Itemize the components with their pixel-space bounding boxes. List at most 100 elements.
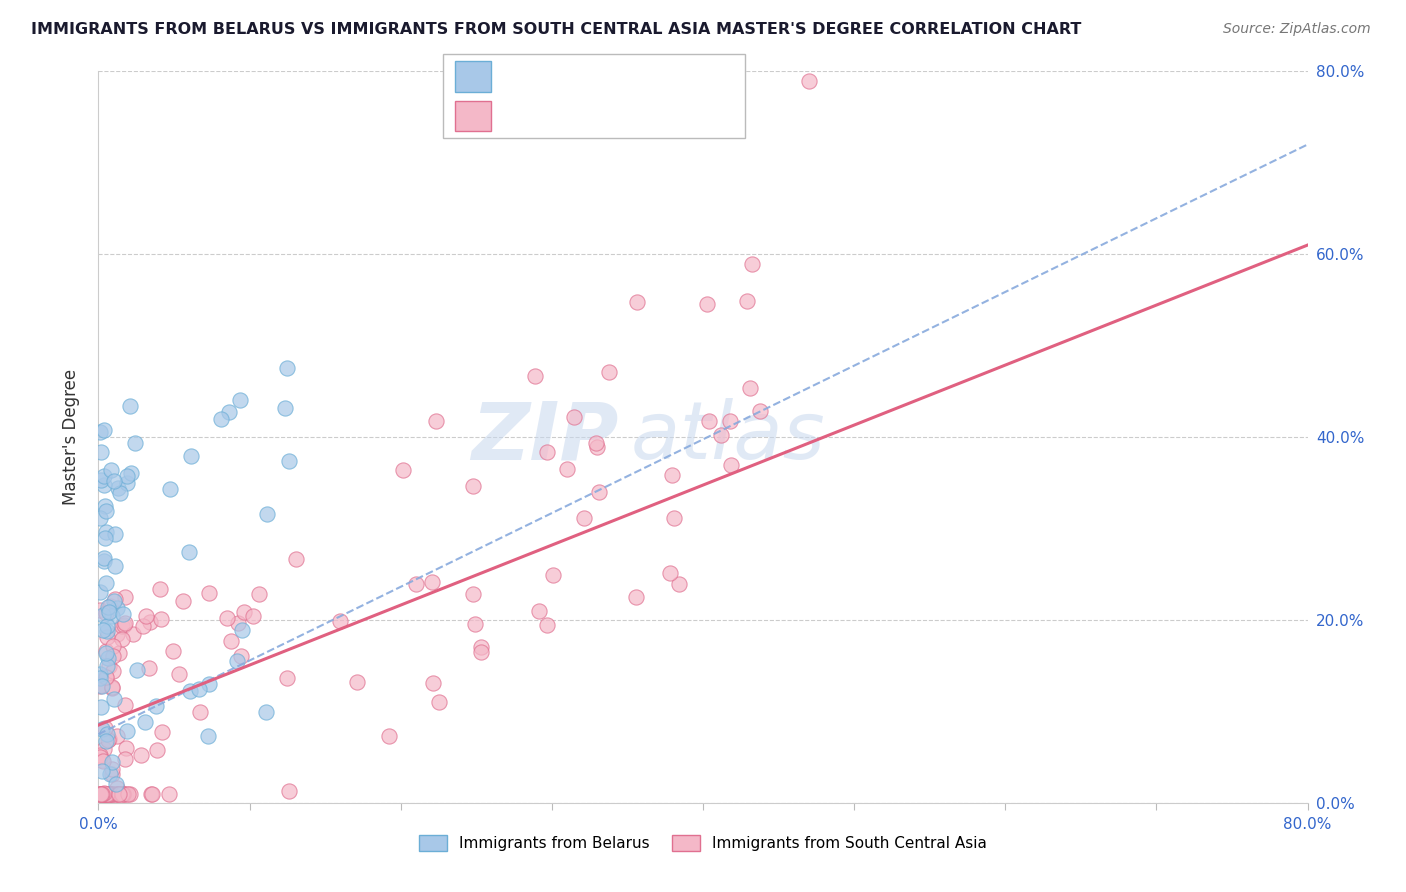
Point	[110, 485, 132, 500]
Point	[221, 634, 243, 648]
Point	[588, 485, 610, 500]
Point	[242, 608, 264, 623]
Point	[121, 627, 143, 641]
Point	[427, 695, 450, 709]
Point	[188, 682, 211, 697]
Point	[94, 787, 117, 801]
Point	[93, 721, 115, 735]
Point	[91, 722, 114, 736]
Point	[90, 679, 112, 693]
Point	[89, 787, 111, 801]
Point	[697, 414, 720, 428]
Point	[89, 787, 111, 801]
Point	[101, 755, 124, 769]
Point	[172, 594, 194, 608]
Point	[93, 787, 115, 801]
Point	[463, 587, 485, 601]
Point	[668, 577, 690, 591]
Point	[179, 684, 201, 698]
Point	[197, 677, 219, 691]
Point	[741, 257, 763, 271]
Point	[91, 787, 114, 801]
Point	[141, 787, 163, 801]
Point	[127, 663, 149, 677]
Point	[93, 469, 115, 483]
Point	[523, 369, 546, 384]
Point	[90, 699, 112, 714]
Point	[89, 750, 111, 764]
Point	[100, 787, 122, 801]
Point	[226, 654, 249, 668]
Point	[117, 787, 139, 801]
Point	[94, 787, 117, 801]
Point	[541, 568, 564, 582]
Point	[114, 615, 136, 630]
Point	[464, 617, 486, 632]
Point	[585, 440, 607, 454]
Point	[141, 787, 163, 801]
Point	[114, 698, 136, 713]
Point	[562, 409, 585, 424]
Point	[188, 705, 211, 719]
Point	[105, 780, 128, 795]
Point	[91, 624, 114, 638]
Text: IMMIGRANTS FROM BELARUS VS IMMIGRANTS FROM SOUTH CENTRAL ASIA MASTER'S DEGREE CO: IMMIGRANTS FROM BELARUS VS IMMIGRANTS FR…	[31, 22, 1081, 37]
Point	[710, 427, 733, 442]
Point	[177, 545, 200, 559]
Point	[90, 474, 112, 488]
Point	[132, 619, 155, 633]
Point	[111, 619, 134, 633]
Point	[229, 392, 252, 407]
Text: 72: 72	[669, 68, 695, 86]
Point	[90, 787, 112, 801]
Point	[470, 640, 492, 654]
Point	[285, 551, 308, 566]
Point	[420, 574, 443, 589]
Point	[91, 764, 114, 778]
Point	[405, 577, 427, 591]
Point	[107, 646, 129, 660]
Point	[274, 401, 297, 415]
Point	[90, 787, 112, 801]
FancyBboxPatch shape	[456, 62, 491, 92]
Point	[149, 612, 172, 626]
Point	[162, 644, 184, 658]
Point	[749, 404, 772, 418]
Point	[470, 645, 492, 659]
Point	[94, 531, 117, 545]
Point	[104, 787, 127, 801]
Point	[157, 787, 180, 801]
Point	[96, 504, 118, 518]
Point	[120, 399, 142, 413]
Point	[277, 454, 299, 468]
Point	[124, 435, 146, 450]
Point	[120, 466, 142, 480]
Point	[105, 626, 128, 640]
Point	[89, 787, 111, 801]
Point	[149, 582, 172, 597]
Point	[89, 679, 111, 693]
Point	[392, 463, 415, 477]
Point	[105, 601, 128, 615]
Point	[103, 475, 125, 489]
Point	[661, 467, 683, 482]
Text: N =: N =	[624, 68, 664, 86]
FancyBboxPatch shape	[456, 101, 491, 131]
Text: atlas: atlas	[630, 398, 825, 476]
Point	[91, 608, 114, 623]
Point	[105, 729, 128, 743]
Point	[585, 435, 607, 450]
Point	[93, 742, 115, 756]
Point	[117, 469, 139, 483]
Point	[108, 787, 131, 801]
Point	[98, 766, 121, 780]
Point	[135, 609, 157, 624]
Point	[139, 615, 162, 629]
Point	[105, 777, 128, 791]
Point	[114, 752, 136, 766]
Point	[100, 463, 122, 477]
Point	[180, 449, 202, 463]
Point	[91, 753, 114, 767]
Text: 0.664: 0.664	[551, 107, 609, 125]
Point	[98, 599, 121, 613]
